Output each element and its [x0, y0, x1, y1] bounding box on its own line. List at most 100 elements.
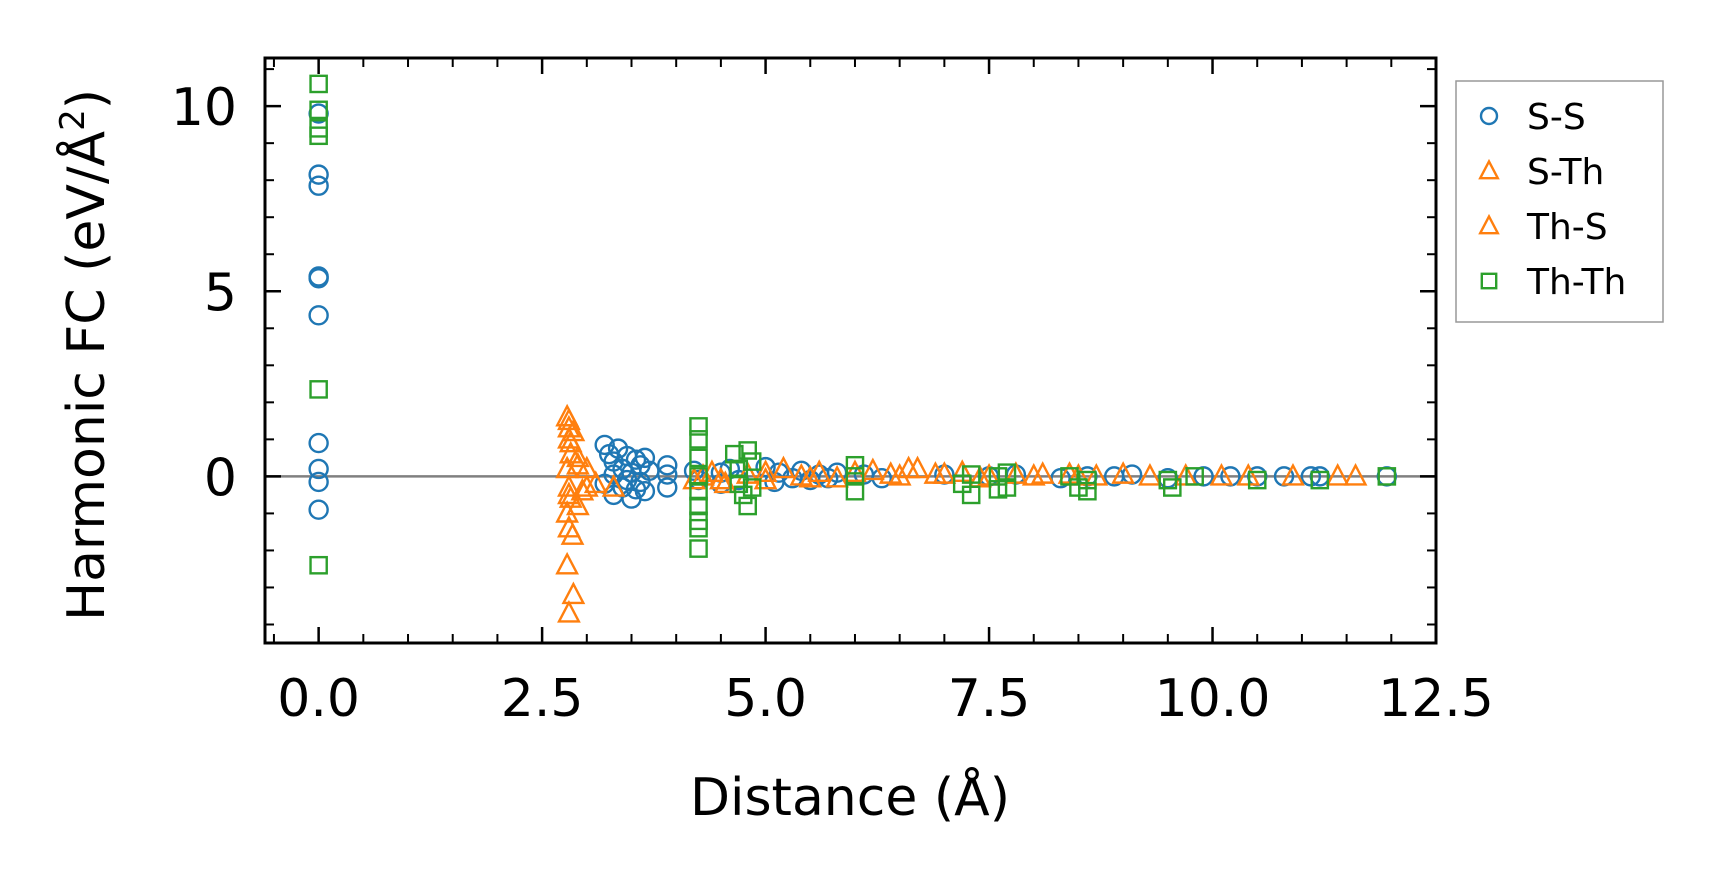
data-point	[309, 74, 328, 94]
legend-label: S-Th	[1527, 152, 1604, 193]
data-point	[1078, 481, 1097, 501]
data-point	[755, 456, 776, 478]
data-point	[625, 479, 647, 500]
data-point	[634, 480, 656, 502]
data-point	[555, 551, 580, 575]
data-point	[1310, 470, 1330, 490]
data-point	[557, 481, 581, 505]
data-point	[997, 478, 1017, 497]
data-point	[308, 471, 329, 493]
data-point	[1111, 461, 1136, 484]
data-point	[753, 459, 778, 482]
data-point	[1343, 462, 1368, 486]
series-th-th	[309, 74, 1397, 575]
data-point	[1021, 462, 1046, 486]
x-axis-label: Distance (Å)	[690, 766, 1010, 828]
data-point	[558, 429, 583, 453]
data-point	[997, 463, 1017, 482]
data-point	[1281, 462, 1305, 486]
data-point	[878, 461, 903, 484]
data-point	[1209, 462, 1234, 486]
data-point	[845, 481, 865, 501]
x-tick-label: 10.0	[1155, 669, 1271, 729]
data-point	[1377, 467, 1397, 486]
data-point	[565, 451, 590, 475]
data-point	[932, 461, 957, 484]
legend-label: Th-Th	[1526, 262, 1626, 303]
series-s-th	[555, 403, 1109, 623]
legend-label: S-S	[1527, 97, 1586, 138]
data-point	[961, 485, 981, 505]
data-point	[843, 459, 867, 482]
y-axis-label: Harmonic FC (eV/Å2)	[53, 89, 117, 621]
data-point	[308, 175, 329, 196]
data-point	[309, 380, 328, 399]
data-point	[689, 481, 708, 501]
data-point	[860, 457, 885, 481]
y-tick-label: 5	[204, 263, 237, 323]
data-point	[807, 459, 832, 482]
plot-frame	[263, 56, 1438, 645]
data-point	[1325, 462, 1350, 486]
legend-label: Th-S	[1526, 207, 1608, 248]
data-point	[574, 474, 599, 497]
data-point	[729, 474, 749, 494]
data-point	[689, 417, 708, 436]
data-point	[594, 434, 615, 456]
y-tick-label: 10	[171, 78, 237, 138]
data-point	[961, 465, 981, 484]
data-point	[689, 467, 708, 486]
data-point	[603, 464, 624, 485]
data-point	[709, 466, 733, 490]
data-point	[557, 474, 581, 497]
data-point	[565, 492, 590, 516]
data-point	[561, 418, 586, 442]
x-tick-label: 12.5	[1378, 669, 1494, 729]
data-points-layer	[308, 74, 1398, 623]
data-point	[557, 407, 581, 431]
data-point	[1138, 462, 1162, 486]
data-point	[309, 555, 328, 575]
legend-marker-s-s	[1479, 106, 1499, 126]
legend-marker-th-th	[1480, 272, 1498, 290]
x-tick-label: 7.5	[948, 669, 1031, 729]
data-point	[689, 539, 708, 558]
data-point	[689, 496, 708, 516]
data-point	[657, 455, 678, 476]
data-point	[887, 462, 912, 486]
data-point	[683, 460, 705, 482]
x-tick-label: 2.5	[501, 669, 584, 729]
legend-marker-th-s	[1478, 213, 1500, 235]
data-point	[308, 499, 329, 520]
data-point	[309, 126, 328, 146]
data-point	[657, 477, 678, 498]
data-point	[308, 305, 329, 326]
x-tick-label: 0.0	[277, 669, 360, 729]
data-point	[601, 474, 626, 497]
data-point	[309, 100, 328, 120]
data-point	[561, 581, 586, 605]
data-point	[560, 522, 585, 545]
data-point	[308, 458, 329, 480]
legend: S-S S-Th Th-S Th-Th	[1455, 80, 1664, 323]
data-point	[308, 164, 329, 185]
data-point	[742, 452, 762, 471]
data-point	[657, 464, 678, 485]
data-point	[724, 444, 744, 464]
data-point	[308, 268, 329, 289]
y-axis-label-superscript: 2	[53, 109, 93, 131]
data-point	[798, 464, 823, 488]
data-point	[845, 455, 865, 475]
data-point	[742, 478, 762, 497]
data-point	[738, 441, 758, 460]
axis-ticks: 0.0 2.5 5.0 7.5 10.0 12.5 0 5 10	[171, 58, 1494, 729]
legend-frame	[1455, 80, 1664, 323]
y-tick-label: 0	[204, 448, 237, 508]
data-point	[682, 466, 706, 490]
data-point	[689, 430, 708, 449]
data-point	[738, 496, 758, 516]
data-point	[896, 455, 921, 479]
data-point	[1247, 470, 1267, 490]
data-point	[557, 599, 581, 623]
data-point	[771, 455, 796, 479]
